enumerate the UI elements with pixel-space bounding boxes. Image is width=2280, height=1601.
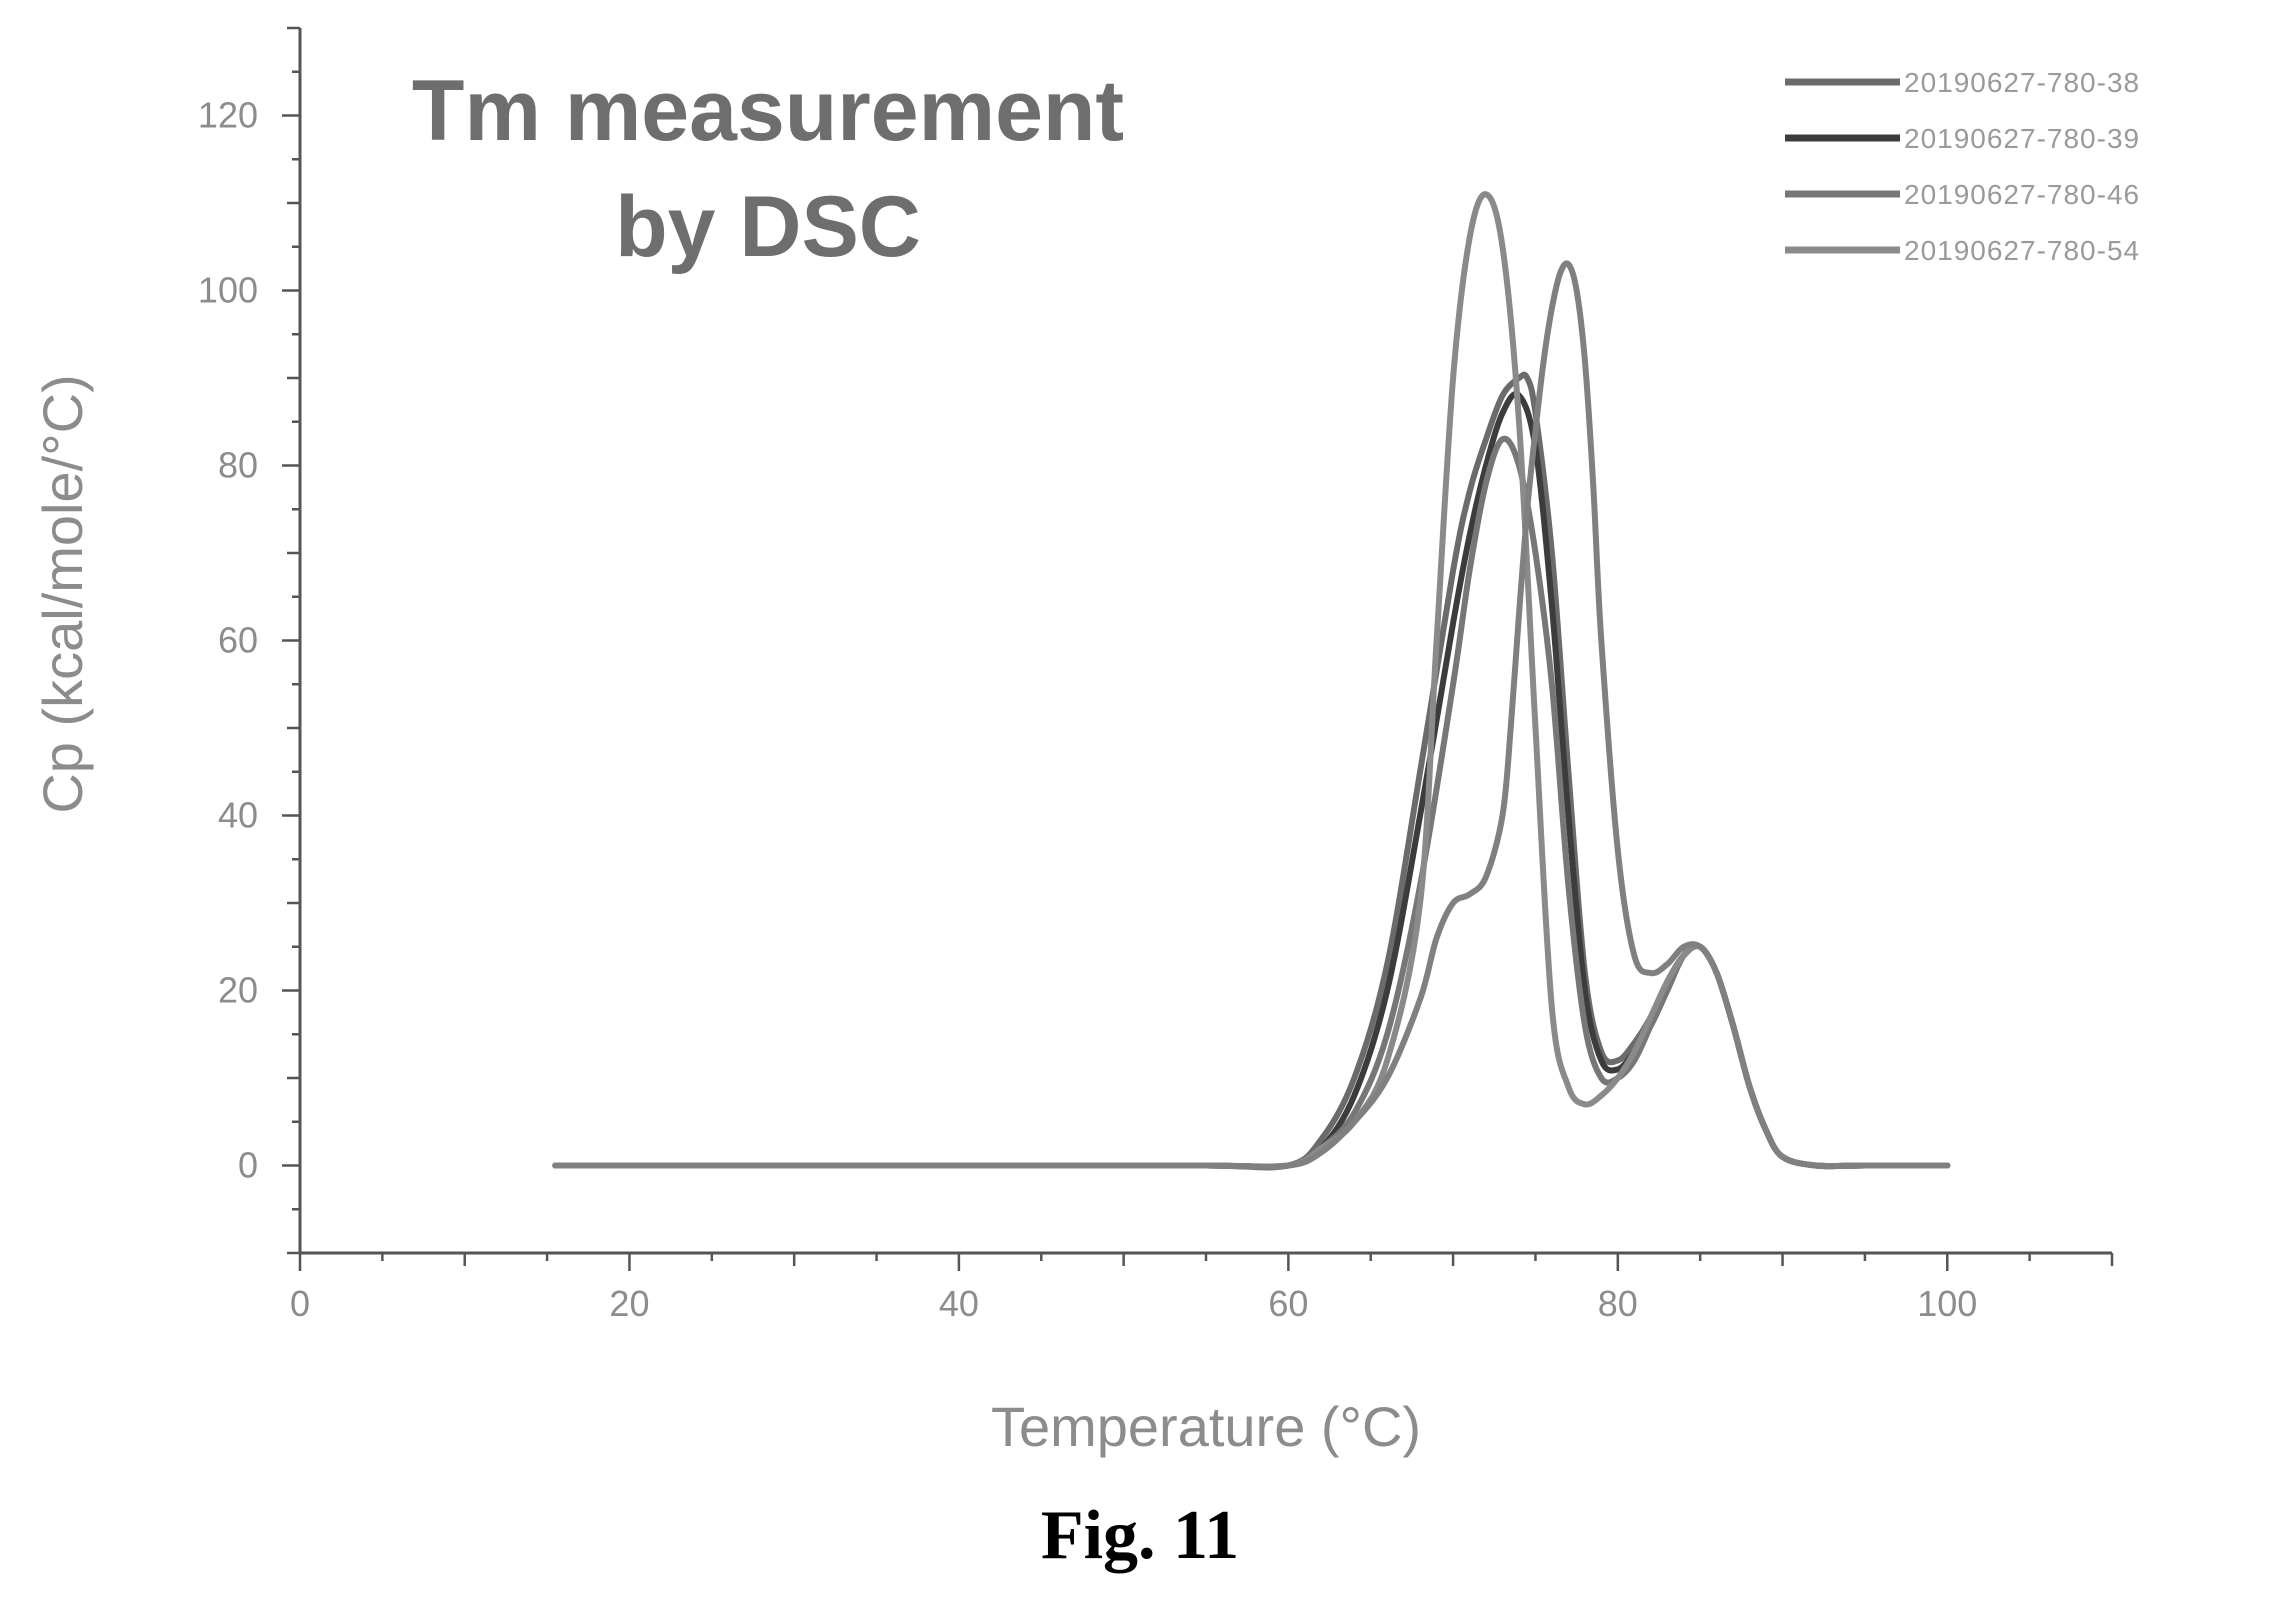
legend-label: 20190627-780-38	[1904, 67, 2140, 98]
x-tick-label: 40	[939, 1283, 979, 1324]
chart-title-line-1: Tm measurement	[412, 63, 1124, 159]
series-layer	[552, 191, 1951, 1171]
series-line-5	[552, 260, 1951, 1170]
legend-label: 20190627-780-39	[1904, 123, 2140, 154]
x-tick-label: 100	[1917, 1283, 1977, 1324]
axes-layer: 0 20 40 60 80 100 0 20 40 60 80 100 120	[198, 26, 2114, 1324]
y-tick-label: 100	[198, 270, 258, 311]
y-tick-label: 120	[198, 95, 258, 136]
x-tick-label: 60	[1268, 1283, 1308, 1324]
series-line-4	[552, 191, 1951, 1170]
y-axis-title: Cp (kcal/mole/°C)	[31, 374, 94, 813]
x-tick-label: 0	[290, 1283, 310, 1324]
x-axis-title: Temperature (°C)	[991, 1395, 1421, 1458]
dsc-chart: 0 20 40 60 80 100 0 20 40 60 80 100 120 Tm measureme…	[31, 26, 2140, 1458]
y-tick-label: 0	[238, 1145, 258, 1186]
x-tick-label: 20	[609, 1283, 649, 1324]
y-tick-label: 60	[218, 620, 258, 661]
x-tick-label: 80	[1598, 1283, 1638, 1324]
y-tick-label: 80	[218, 445, 258, 486]
figure-caption: Fig. 11	[1040, 1497, 1240, 1574]
y-tick-label: 20	[218, 970, 258, 1011]
legend-label: 20190627-780-46	[1904, 179, 2140, 210]
legend: 20190627-780-38 20190627-780-39 20190627-7…	[1785, 67, 2140, 266]
y-tick-label: 40	[218, 795, 258, 836]
chart-title-line-2: by DSC	[615, 179, 921, 275]
legend-label: 20190627-780-54	[1904, 235, 2140, 266]
